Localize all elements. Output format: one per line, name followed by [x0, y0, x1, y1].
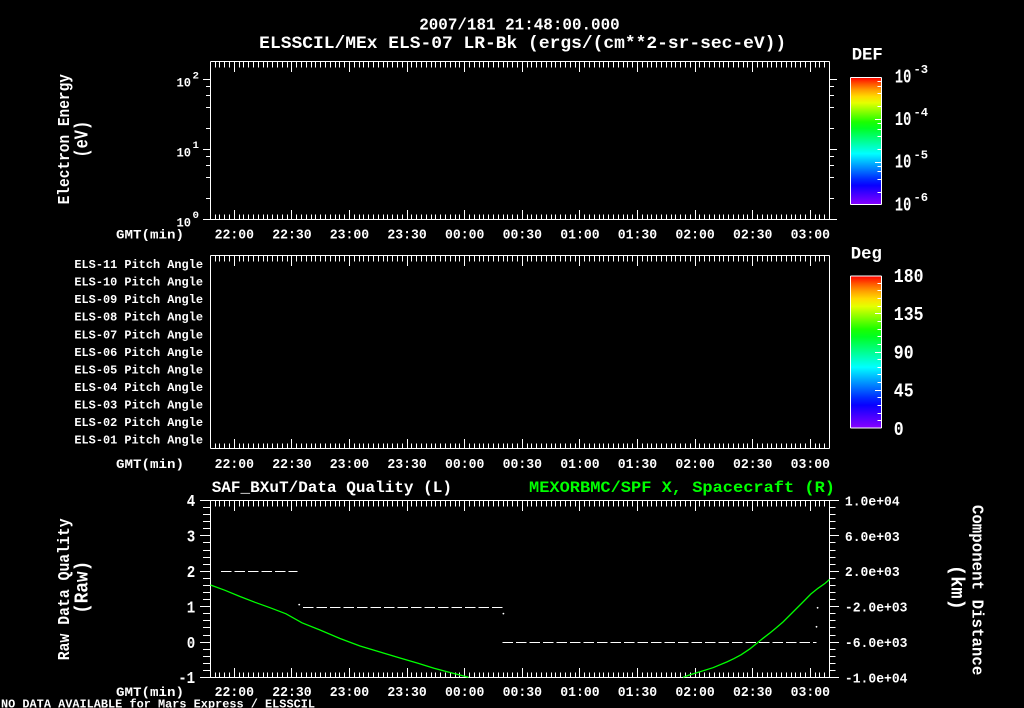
svg-text:3: 3 — [187, 528, 196, 547]
svg-text:-5: -5 — [914, 149, 929, 163]
svg-text:ELS-01 Pitch Angle: ELS-01 Pitch Angle — [74, 434, 203, 448]
svg-text:-2.0e+03: -2.0e+03 — [845, 601, 908, 617]
svg-text:01:00: 01:00 — [560, 458, 599, 473]
svg-text:Raw Data Quality: Raw Data Quality — [56, 518, 75, 660]
svg-text:Deg: Deg — [851, 245, 882, 265]
svg-text:1: 1 — [187, 598, 196, 617]
svg-text:02:30: 02:30 — [733, 686, 772, 701]
svg-text:-4: -4 — [914, 106, 929, 120]
svg-text:-3: -3 — [914, 63, 929, 77]
svg-text:02:00: 02:00 — [675, 686, 714, 701]
svg-text:ELS-05 Pitch Angle: ELS-05 Pitch Angle — [74, 363, 203, 377]
svg-text:03:00: 03:00 — [791, 458, 830, 473]
svg-text:DEF: DEF — [852, 46, 883, 66]
svg-text:01:30: 01:30 — [618, 228, 657, 243]
svg-text:00:30: 00:30 — [503, 686, 542, 701]
svg-text:2.0e+03: 2.0e+03 — [845, 565, 900, 581]
svg-text:ELS-11 Pitch Angle: ELS-11 Pitch Angle — [74, 258, 203, 272]
svg-text:ELS-08 Pitch Angle: ELS-08 Pitch Angle — [74, 311, 203, 325]
svg-text:(km): (km) — [946, 565, 968, 610]
svg-text:ELS-03 Pitch Angle: ELS-03 Pitch Angle — [74, 399, 203, 413]
svg-text:ELS-09 Pitch Angle: ELS-09 Pitch Angle — [74, 293, 203, 307]
svg-text:Component Distance: Component Distance — [967, 505, 986, 676]
svg-text:-6.0e+03: -6.0e+03 — [845, 636, 908, 652]
svg-text:ELS-02 Pitch Angle: ELS-02 Pitch Angle — [74, 416, 203, 430]
svg-text:01:00: 01:00 — [560, 686, 599, 701]
svg-text:23:00: 23:00 — [330, 458, 369, 473]
svg-text:01:30: 01:30 — [618, 458, 657, 473]
svg-text:Electron Energy: Electron Energy — [56, 74, 75, 204]
svg-text:ELS-06 Pitch Angle: ELS-06 Pitch Angle — [74, 346, 203, 360]
svg-text:GMT(min): GMT(min) — [116, 457, 184, 472]
svg-text:GMT(min): GMT(min) — [116, 227, 184, 242]
svg-text:10: 10 — [177, 76, 192, 91]
svg-text:02:30: 02:30 — [733, 458, 772, 473]
svg-text:1.0e+04: 1.0e+04 — [845, 494, 900, 510]
svg-text:0: 0 — [187, 634, 196, 653]
svg-text:0: 0 — [894, 419, 904, 441]
svg-text:ELS-04 Pitch Angle: ELS-04 Pitch Angle — [74, 381, 203, 395]
svg-text:10: 10 — [895, 109, 911, 131]
svg-text:00:00: 00:00 — [445, 458, 484, 473]
svg-text:00:00: 00:00 — [445, 686, 484, 701]
svg-text:03:00: 03:00 — [791, 228, 830, 243]
svg-text:2: 2 — [193, 71, 200, 82]
svg-text:(eV): (eV) — [72, 121, 94, 158]
svg-text:02:00: 02:00 — [675, 228, 714, 243]
svg-text:00:00: 00:00 — [445, 228, 484, 243]
svg-text:-1: -1 — [178, 669, 195, 688]
svg-text:00:30: 00:30 — [503, 228, 542, 243]
svg-text:ELS-10 Pitch Angle: ELS-10 Pitch Angle — [74, 276, 203, 290]
svg-text:-6: -6 — [914, 191, 929, 205]
svg-text:22:30: 22:30 — [272, 686, 311, 701]
svg-text:23:00: 23:00 — [330, 686, 369, 701]
svg-text:23:00: 23:00 — [330, 228, 369, 243]
svg-text:1: 1 — [193, 141, 200, 152]
svg-text:90: 90 — [894, 342, 914, 364]
svg-text:SAF_BXuT/Data Quality (L): SAF_BXuT/Data Quality (L) — [212, 479, 452, 497]
svg-text:22:00: 22:00 — [215, 458, 254, 473]
svg-text:22:00: 22:00 — [215, 686, 254, 701]
svg-text:-1.0e+04: -1.0e+04 — [845, 671, 908, 687]
svg-text:0: 0 — [193, 211, 200, 222]
svg-text:23:30: 23:30 — [387, 686, 426, 701]
svg-text:45: 45 — [894, 381, 914, 403]
svg-text:22:30: 22:30 — [272, 458, 311, 473]
svg-text:6.0e+03: 6.0e+03 — [845, 530, 900, 546]
svg-text:10: 10 — [895, 66, 911, 88]
svg-text:10: 10 — [177, 146, 192, 161]
svg-text:23:30: 23:30 — [387, 228, 426, 243]
svg-text:NO DATA AVAILABLE for Mars Exp: NO DATA AVAILABLE for Mars Express / ELS… — [1, 698, 315, 708]
svg-text:(Raw): (Raw) — [72, 561, 94, 614]
svg-text:22:00: 22:00 — [215, 228, 254, 243]
svg-text:GMT(min): GMT(min) — [116, 685, 184, 700]
svg-text:10: 10 — [895, 152, 911, 174]
svg-text:180: 180 — [894, 266, 924, 288]
svg-text:00:30: 00:30 — [503, 458, 542, 473]
svg-text:135: 135 — [894, 304, 924, 326]
svg-text:2007/181 21:48:00.000: 2007/181 21:48:00.000 — [419, 16, 620, 35]
svg-text:4: 4 — [187, 492, 196, 511]
svg-text:01:30: 01:30 — [618, 686, 657, 701]
svg-text:ELSSCIL/MEx ELS-07 LR-Bk (erg: ELSSCIL/MEx ELS-07 LR-Bk (ergs/(cm**2-sr… — [259, 35, 786, 54]
svg-text:23:30: 23:30 — [387, 458, 426, 473]
svg-text:10: 10 — [177, 215, 192, 230]
svg-text:22:30: 22:30 — [272, 228, 311, 243]
svg-text:2: 2 — [187, 563, 196, 582]
svg-text:01:00: 01:00 — [560, 228, 599, 243]
svg-text:03:00: 03:00 — [791, 686, 830, 701]
svg-text:02:30: 02:30 — [733, 228, 772, 243]
svg-text:ELS-07 Pitch Angle: ELS-07 Pitch Angle — [74, 328, 203, 342]
svg-text:MEXORBMC/SPF X, Spacecraft (R): MEXORBMC/SPF X, Spacecraft (R) — [529, 479, 835, 497]
svg-text:10: 10 — [895, 194, 911, 216]
svg-text:02:00: 02:00 — [675, 458, 714, 473]
